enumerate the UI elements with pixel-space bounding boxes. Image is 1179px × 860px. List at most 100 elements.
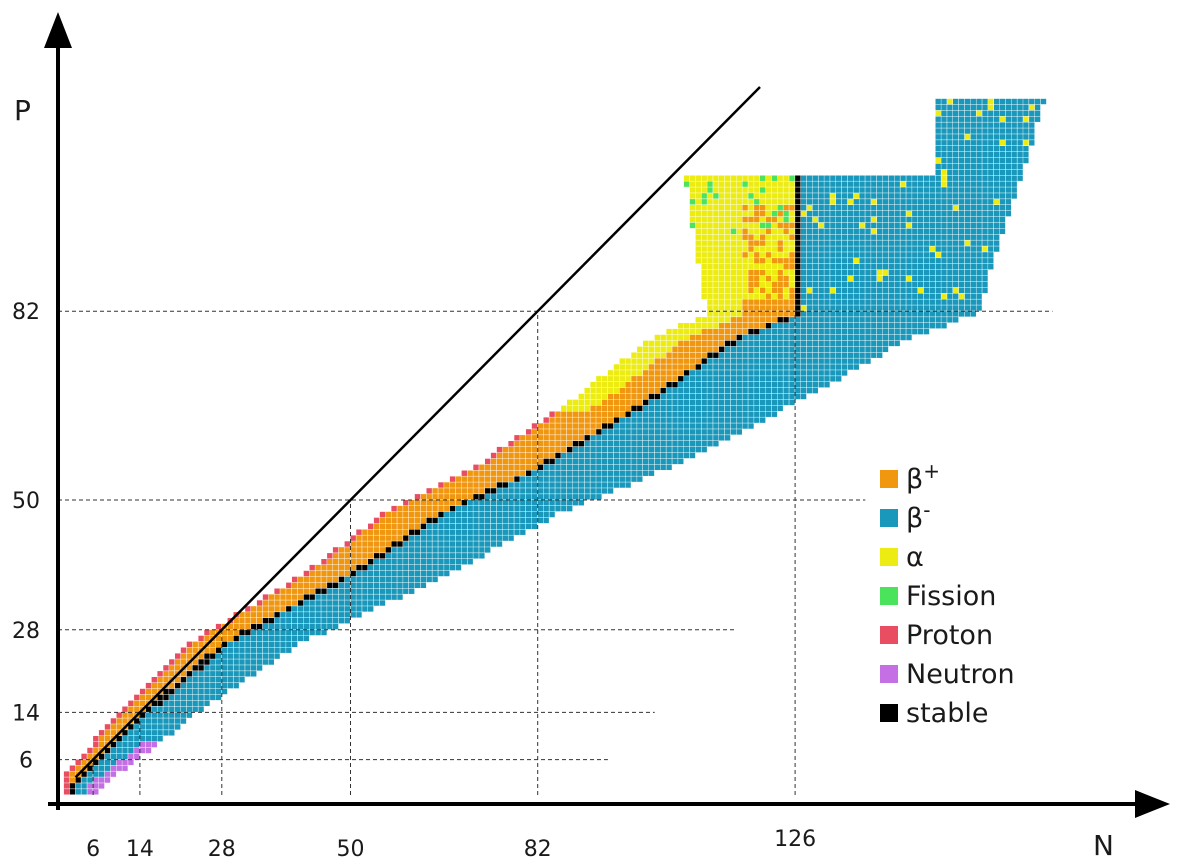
nuclide-cell-beta_minus [1005,163,1012,170]
nuclide-cell-beta_minus [590,452,596,459]
nuclide-cell-alpha [976,110,982,117]
nuclide-cell-beta_minus [900,205,906,211]
nuclide-cell-beta_plus [110,724,117,730]
nuclide-cell-beta_minus [824,175,830,181]
nuclide-cell-beta_minus [871,287,877,294]
nuclide-cell-beta_minus [847,311,854,317]
nuclide-cell-beta_plus [754,269,760,276]
nuclide-cell-beta_minus [543,511,549,518]
nuclide-cell-beta_minus [818,317,824,323]
nuclide-cell-proton [327,553,333,559]
nuclide-cell-beta_plus [707,334,713,341]
nuclide-cell-beta_minus [613,423,620,429]
nuclide-cell-beta_minus [409,541,415,547]
nuclide-cell-alpha [707,311,713,317]
nuclide-cell-beta_minus [824,216,830,223]
nuclide-cell-beta_minus [1011,175,1017,181]
nuclide-cell-beta_plus [485,470,491,476]
nuclide-cell-beta_minus [871,181,877,187]
nuclide-cell-neutron [122,765,128,771]
nuclide-cell-beta_minus [397,559,403,565]
nuclide-cell-beta_minus [900,299,906,305]
nuclide-cell-alpha [719,175,725,181]
nuclide-cell-alpha [707,228,713,235]
nuclide-cell-beta_minus [853,293,859,299]
nuclide-cell-beta_minus [812,205,818,211]
nuclide-cell-beta_plus [432,511,438,518]
nuclide-cell-beta_minus [871,187,877,193]
nuclide-cell-alpha [953,205,959,211]
nuclide-cell-beta_minus [953,98,959,105]
nuclide-cell-beta_minus [853,240,859,246]
nuclide-cell-beta_minus [888,205,895,211]
nuclide-cell-alpha [707,293,713,299]
nuclide-cell-alpha [648,340,655,347]
nuclide-cell-proton [139,688,146,695]
nuclide-cell-beta_minus [853,364,859,370]
nuclide-cell-beta_minus [824,340,830,347]
nuclide-cell-neutron [145,741,152,748]
nuclide-cell-beta_plus [373,535,380,541]
nuclide-cell-alpha [724,216,731,223]
nuclide-cell-alpha [719,246,725,252]
nuclide-cell-beta_plus [754,205,760,211]
nuclide-cell-beta_plus [748,240,754,246]
nuclide-cell-beta_minus [865,358,871,364]
nuclide-cell-beta_minus [625,429,631,435]
nuclide-cell-proton [321,559,327,565]
nuclide-cell-beta_minus [988,122,994,128]
nuclide-cell-alpha [713,275,719,282]
nuclide-cell-alpha [602,382,608,388]
nuclide-cell-stable [795,299,801,305]
nuclide-cell-beta_minus [286,623,292,630]
nuclide-cell-alpha [754,293,760,299]
nuclide-cell-beta_plus [373,541,380,547]
nuclide-cell-beta_minus [900,258,906,264]
nuclide-cell-beta_minus [824,323,830,329]
nuclide-cell-beta_plus [590,411,596,417]
nuclide-cell-beta_plus [748,311,754,317]
nuclide-cell-beta_minus [935,275,941,282]
nuclide-cell-beta_minus [344,618,350,624]
nuclide-cell-beta_minus [332,606,339,612]
nuclide-cell-beta_minus [771,352,778,358]
nuclide-cell-beta_minus [853,299,859,305]
nuclide-cell-beta_minus [941,234,947,240]
nuclide-cell-beta_minus [847,299,854,305]
nuclide-cell-beta_minus [912,175,918,181]
nuclide-cell-beta_minus [994,98,1000,105]
nuclide-cell-beta_minus [683,441,690,447]
nuclide-cell-stable [145,706,152,712]
nuclide-cell-beta_minus [795,387,801,394]
nuclide-cell-beta_plus [391,529,397,535]
nuclide-cell-beta_minus [432,529,438,535]
nuclide-cell-stable [578,441,584,447]
nuclide-cell-beta_plus [631,393,637,400]
nuclide-cell-beta_minus [958,216,965,223]
nuclide-cell-stable [730,340,737,347]
nuclide-cell-beta_plus [765,252,772,258]
nuclide-cell-beta_minus [953,252,959,258]
nuclide-cell-beta_minus [526,494,532,500]
nuclide-cell-beta_minus [362,600,368,606]
nuclide-cell-beta_plus [391,535,397,541]
nuclide-cell-beta_minus [935,140,941,146]
nuclide-cell-beta_minus [888,240,895,246]
nuclide-cell-beta_minus [707,376,713,382]
nuclide-cell-beta_minus [941,228,947,235]
nuclide-cell-proton [332,547,339,553]
nuclide-cell-beta_plus [502,452,508,459]
nuclide-cell-beta_minus [877,328,883,335]
nuclide-cell-beta_minus [830,346,836,353]
nuclide-cell-beta_minus [853,311,859,317]
nuclide-cell-beta_minus [274,635,280,642]
nuclide-cell-beta_minus [836,269,842,276]
nuclide-cell-beta_plus [379,517,386,524]
nuclide-cell-alpha [760,228,766,235]
nuclide-cell-alpha [654,334,661,341]
nuclide-cell-beta_minus [777,323,783,329]
nuclide-cell-beta_minus [929,252,935,258]
nuclide-cell-beta_plus [151,682,157,689]
nuclide-cell-beta_minus [964,187,971,193]
